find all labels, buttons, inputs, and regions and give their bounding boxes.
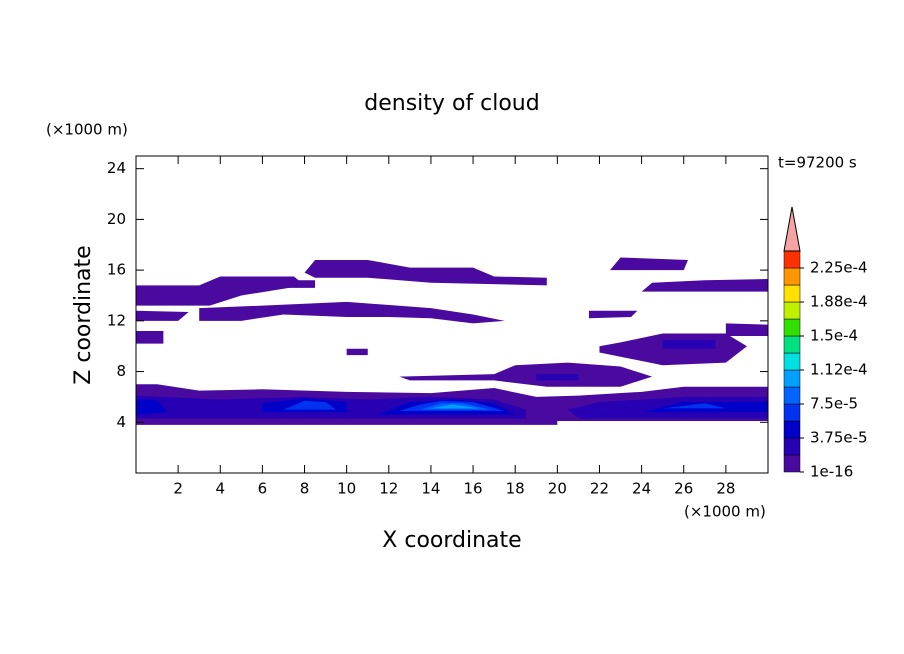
colorbar-band xyxy=(783,335,801,354)
colorbar-band xyxy=(783,352,801,371)
time-label: t=97200 s xyxy=(778,154,857,172)
colorbar-tick-label: 1.5e-4 xyxy=(810,327,858,345)
x-tick-label: 2 xyxy=(173,480,183,498)
x-tick-label: 16 xyxy=(464,480,483,498)
x-tick-label: 4 xyxy=(215,480,225,498)
contour-region xyxy=(230,280,316,288)
x-tick-label: 14 xyxy=(421,480,440,498)
y-tick-label: 12 xyxy=(107,311,126,329)
x-tick-label: 22 xyxy=(590,480,609,498)
x-tick-label: 12 xyxy=(379,480,398,498)
contour-region xyxy=(536,374,579,381)
x-unit: (×1000 m) xyxy=(684,503,766,521)
contour-region xyxy=(136,399,168,415)
chart-title: density of cloud xyxy=(364,91,539,116)
contour-region xyxy=(430,404,480,409)
y-tick-label: 20 xyxy=(107,210,126,228)
contour-region xyxy=(725,323,768,337)
plot-frame xyxy=(135,155,769,474)
colorbar-band xyxy=(783,454,801,473)
contour-region xyxy=(641,278,768,292)
colorbar-band xyxy=(783,369,801,388)
y-unit: (×1000 m) xyxy=(46,121,128,139)
x-tick-label: 8 xyxy=(300,480,310,498)
colorbar-band xyxy=(783,267,801,286)
colorbar-band xyxy=(783,437,801,456)
x-tick-label: 28 xyxy=(716,480,735,498)
colorbar-band xyxy=(783,386,801,405)
colorbar-extend xyxy=(783,206,801,252)
colorbar-band xyxy=(783,284,801,303)
y-tick-label: 8 xyxy=(116,362,126,380)
x-tick-label: 18 xyxy=(506,480,525,498)
x-tick-label: 6 xyxy=(258,480,268,498)
y-tick-label: 16 xyxy=(107,261,126,279)
contour-region xyxy=(136,310,189,321)
colorbar-band xyxy=(783,420,801,439)
colorbar-tick-label: 1.12e-4 xyxy=(810,361,868,379)
x-tick-label: 10 xyxy=(337,480,356,498)
colorbar-tick-label: 7.5e-5 xyxy=(810,395,858,413)
colorbar-band xyxy=(783,318,801,337)
colorbar-tick-label: 1.88e-4 xyxy=(810,293,868,311)
colorbar-band xyxy=(783,250,801,269)
x-tick-label: 26 xyxy=(674,480,693,498)
contour-region xyxy=(304,259,547,286)
contour-region xyxy=(136,330,164,344)
x-axis-label: X coordinate xyxy=(382,528,521,553)
x-tick-label: 24 xyxy=(632,480,651,498)
colorbar-band xyxy=(783,403,801,422)
y-axis-label: Z coordinate xyxy=(71,245,96,384)
contour-region xyxy=(662,403,726,409)
x-tick-label: 20 xyxy=(548,480,567,498)
colorbar-tick-label: 1e-16 xyxy=(810,463,853,481)
contour-region xyxy=(588,310,638,319)
contour-region xyxy=(346,348,368,356)
colorbar-tick-label: 3.75e-5 xyxy=(810,429,868,447)
contour-region xyxy=(399,362,653,387)
colorbar-tick-label: 2.25e-4 xyxy=(810,259,868,277)
contour-region xyxy=(283,400,337,410)
y-tick-label: 24 xyxy=(107,159,126,177)
contour-region xyxy=(662,339,716,349)
colorbar-band xyxy=(783,301,801,320)
y-tick-label: 4 xyxy=(116,413,126,431)
contour-region xyxy=(610,257,688,271)
contour-region xyxy=(199,301,505,324)
